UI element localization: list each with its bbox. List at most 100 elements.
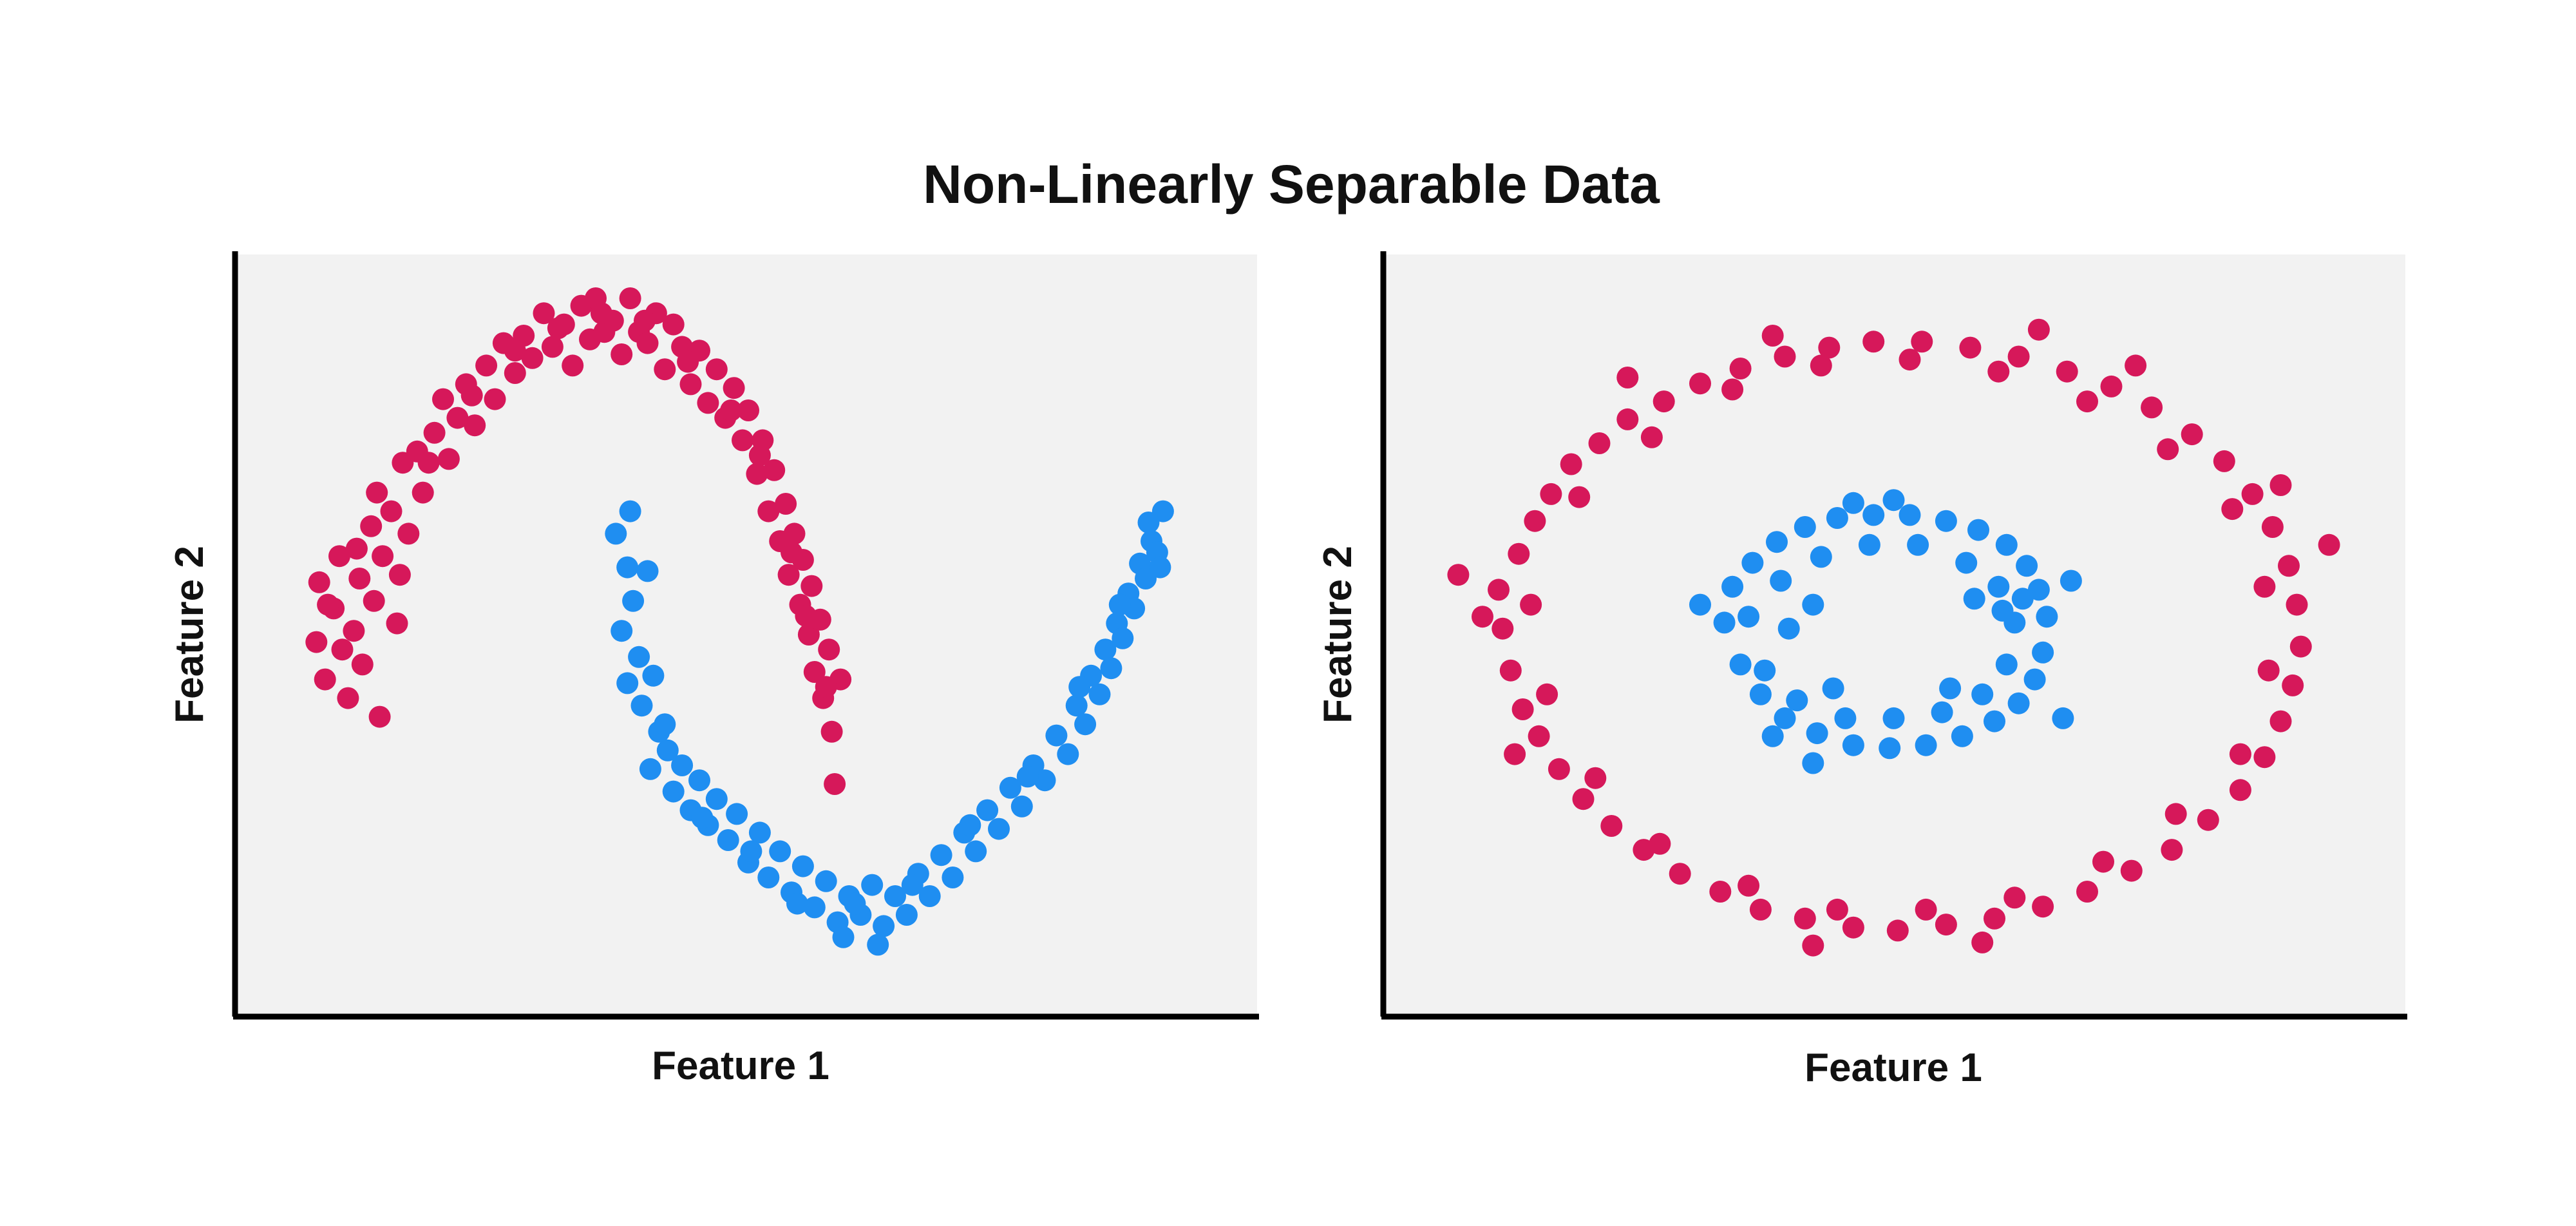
data-point bbox=[2286, 593, 2308, 616]
data-point bbox=[562, 354, 584, 377]
circles-scatter-panel: Feature 1 Feature 2 bbox=[1316, 251, 2407, 1090]
data-point bbox=[1034, 769, 1056, 792]
data-point bbox=[942, 867, 964, 888]
data-point bbox=[1709, 881, 1732, 903]
data-point bbox=[815, 870, 837, 892]
data-point bbox=[1987, 360, 2010, 383]
data-point bbox=[2007, 692, 2030, 714]
data-point bbox=[769, 840, 791, 863]
data-point bbox=[1886, 919, 1909, 942]
data-point bbox=[348, 568, 371, 589]
data-point bbox=[861, 874, 884, 896]
data-point bbox=[746, 463, 768, 485]
data-point bbox=[619, 287, 641, 309]
data-point bbox=[1572, 788, 1595, 810]
data-point bbox=[748, 821, 771, 844]
data-point bbox=[691, 807, 714, 829]
data-point bbox=[818, 638, 840, 661]
data-point bbox=[1536, 683, 1558, 705]
circles-points bbox=[1447, 318, 2340, 957]
data-point bbox=[748, 444, 771, 466]
data-point bbox=[368, 705, 391, 728]
data-point bbox=[1991, 599, 2014, 622]
data-point bbox=[2052, 707, 2074, 729]
data-point bbox=[1761, 325, 1784, 347]
data-point bbox=[2027, 579, 2050, 601]
data-point bbox=[2282, 674, 2304, 696]
data-point bbox=[504, 340, 526, 362]
series-1 bbox=[605, 500, 1174, 956]
x-axis-label: Feature 1 bbox=[652, 1044, 829, 1088]
data-point bbox=[521, 347, 544, 369]
data-point bbox=[1568, 486, 1591, 508]
data-point bbox=[622, 589, 645, 612]
data-point bbox=[1810, 546, 1832, 568]
data-point bbox=[791, 855, 814, 877]
data-point bbox=[2125, 354, 2147, 377]
data-point bbox=[1713, 611, 1736, 634]
data-point bbox=[1879, 737, 1901, 760]
data-point bbox=[2016, 555, 2038, 577]
data-point bbox=[1794, 907, 1816, 930]
data-point bbox=[2023, 668, 2046, 691]
data-point bbox=[1504, 743, 1526, 765]
data-point bbox=[2181, 423, 2203, 446]
data-point bbox=[1858, 533, 1880, 556]
data-point bbox=[671, 754, 694, 776]
data-point bbox=[717, 829, 739, 851]
data-point bbox=[1616, 408, 1639, 430]
data-point bbox=[797, 624, 820, 646]
data-point bbox=[397, 522, 420, 545]
data-point bbox=[2229, 743, 2251, 765]
data-point bbox=[1640, 426, 1663, 448]
data-point bbox=[616, 556, 639, 579]
data-point bbox=[305, 631, 328, 653]
data-point bbox=[1959, 336, 1982, 359]
data-point bbox=[634, 309, 656, 332]
data-point bbox=[1987, 575, 2010, 598]
data-point bbox=[1899, 349, 1921, 371]
data-point bbox=[1653, 390, 1675, 413]
data-point bbox=[2157, 438, 2179, 461]
data-point bbox=[616, 672, 639, 694]
data-point bbox=[412, 481, 434, 504]
data-point bbox=[1137, 512, 1160, 533]
moons-scatter-panel: Feature 1 Feature 2 bbox=[167, 251, 1259, 1088]
data-point bbox=[1528, 725, 1550, 747]
data-point bbox=[1472, 606, 1493, 628]
data-point bbox=[918, 885, 941, 907]
data-point bbox=[1729, 358, 1752, 379]
data-point bbox=[1955, 551, 1978, 574]
data-point bbox=[1935, 914, 1957, 936]
data-point bbox=[2076, 881, 2098, 903]
data-point bbox=[2032, 641, 2054, 664]
data-point bbox=[959, 814, 981, 836]
data-point bbox=[363, 589, 385, 612]
data-point bbox=[1738, 606, 1760, 628]
data-point bbox=[786, 892, 808, 915]
data-point bbox=[1774, 345, 1796, 368]
data-point bbox=[1907, 533, 1929, 556]
data-point bbox=[662, 313, 685, 336]
data-point bbox=[2197, 809, 2219, 831]
data-point bbox=[1094, 638, 1117, 661]
data-point bbox=[803, 661, 826, 683]
data-point bbox=[824, 773, 846, 795]
data-point bbox=[1862, 504, 1885, 526]
data-point bbox=[1669, 863, 1691, 885]
data-point bbox=[800, 575, 823, 597]
data-point bbox=[343, 620, 365, 642]
data-point bbox=[763, 459, 786, 481]
data-point bbox=[317, 593, 339, 616]
data-point bbox=[873, 915, 895, 937]
plot-area-background bbox=[233, 254, 1257, 1015]
data-point bbox=[726, 803, 748, 825]
data-point bbox=[1939, 677, 1962, 700]
data-point bbox=[1935, 510, 1957, 532]
data-point bbox=[484, 388, 506, 410]
data-point bbox=[688, 769, 710, 792]
data-point bbox=[2161, 839, 2183, 861]
data-point bbox=[314, 668, 336, 691]
data-point bbox=[1074, 713, 1097, 736]
data-point bbox=[1016, 765, 1039, 788]
